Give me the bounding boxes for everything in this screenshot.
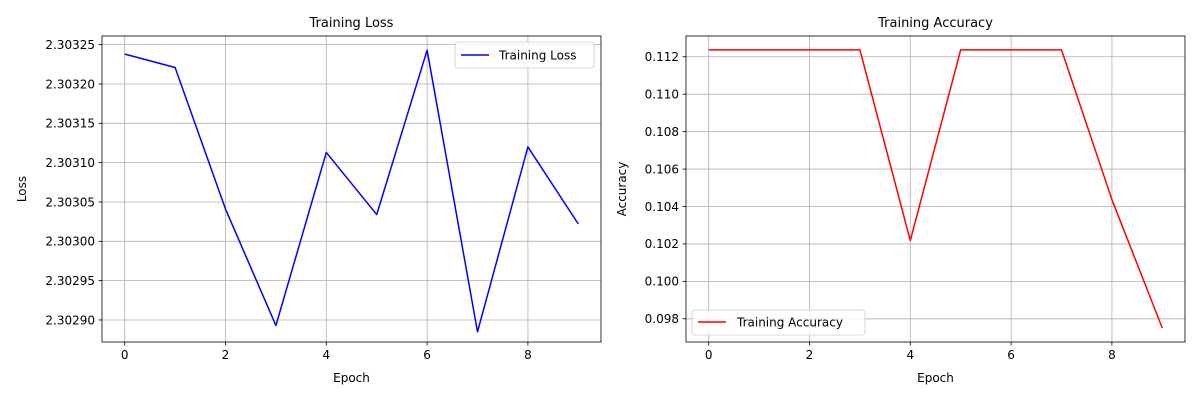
- accuracy-legend-box: [691, 309, 866, 336]
- accuracy-x-axis-label: Epoch: [917, 371, 954, 385]
- loss-chart-title: Training Loss: [309, 16, 394, 31]
- loss-y-tick-label: 2.30300: [45, 235, 95, 249]
- accuracy-x-tick-label: 6: [1007, 348, 1015, 362]
- accuracy-legend: Training Accuracy: [691, 309, 866, 336]
- training-loss-chart: Training Loss 0 2 4 6 8 2.30290 2.30295 2.30300…: [15, 16, 602, 385]
- loss-y-axis-label: Loss: [15, 176, 29, 202]
- accuracy-x-tick-label: 8: [1108, 348, 1116, 362]
- accuracy-y-tick-label: 0.112: [645, 50, 679, 64]
- accuracy-x-tick-label: 2: [806, 348, 814, 362]
- loss-y-tick-label: 2.30315: [45, 117, 95, 131]
- accuracy-series-line: [708, 49, 1164, 329]
- loss-x-tick-label: 8: [524, 348, 532, 362]
- accuracy-x-tick-label: 4: [906, 348, 914, 362]
- loss-x-tick-label: 0: [121, 348, 129, 362]
- accuracy-y-tick-label: 0.106: [645, 162, 679, 176]
- accuracy-y-tick-label: 0.100: [645, 275, 679, 289]
- loss-y-tick-label: 2.30295: [45, 274, 95, 288]
- loss-legend-label: Training Loss: [498, 49, 576, 63]
- loss-x-axis-label: Epoch: [333, 371, 370, 385]
- accuracy-legend-label: Training Accuracy: [736, 316, 843, 330]
- loss-y-tick-label: 2.30310: [45, 156, 95, 170]
- loss-legend-box: [454, 41, 595, 69]
- loss-y-tick-label: 2.30290: [45, 313, 95, 327]
- loss-x-tick-label: 6: [423, 348, 431, 362]
- accuracy-y-tick-label: 0.098: [645, 312, 679, 326]
- accuracy-y-axis-label: Accuracy: [615, 162, 629, 217]
- accuracy-y-tick-label: 0.104: [645, 200, 679, 214]
- accuracy-plot-frame: [685, 35, 1186, 343]
- accuracy-chart-title: Training Accuracy: [877, 16, 993, 31]
- loss-y-tick-label: 2.30320: [45, 77, 95, 91]
- accuracy-y-tick-label: 0.102: [645, 237, 679, 251]
- loss-x-tick-label: 2: [222, 348, 230, 362]
- loss-x-tick-label: 4: [322, 348, 330, 362]
- loss-series-line: [124, 49, 579, 333]
- loss-plot-frame: [101, 35, 602, 343]
- loss-y-tick-label: 2.30325: [45, 38, 95, 52]
- training-accuracy-chart: Training Accuracy 0 2 4 6 8 0.098 0.100 0.102 0.…: [615, 16, 1186, 385]
- accuracy-y-tick-label: 0.110: [645, 88, 679, 102]
- loss-legend: Training Loss: [454, 41, 595, 69]
- accuracy-x-tick-label: 0: [705, 348, 713, 362]
- accuracy-y-tick-label: 0.108: [645, 125, 679, 139]
- loss-y-tick-label: 2.30305: [45, 195, 95, 209]
